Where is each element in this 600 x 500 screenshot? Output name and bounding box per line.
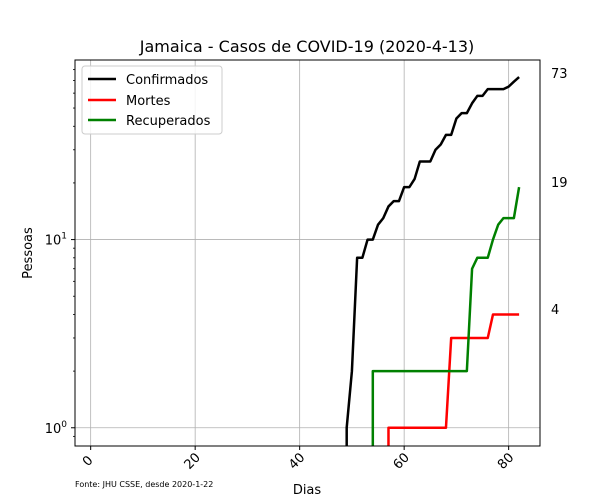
- source-note: Fonte: JHU CSSE, desde 2020-1-22: [75, 480, 213, 489]
- series-line-confirmados: [345, 76, 520, 446]
- series-lines: [345, 76, 521, 446]
- x-axis-label: Dias: [293, 483, 322, 498]
- series-line-recuperados: [371, 186, 521, 446]
- legend: Confirmados Mortes Recuperados: [81, 65, 223, 135]
- x-tick-label: 0: [80, 453, 96, 469]
- legend-label-confirmados: Confirmados: [126, 73, 208, 88]
- x-tick-label: 40: [286, 450, 308, 472]
- legend-label-recuperados: Recuperados: [126, 114, 211, 129]
- x-tick-label: 80: [495, 450, 517, 472]
- end-label-recuperados: 19: [551, 176, 568, 191]
- end-label-confirmados: 73: [551, 67, 568, 82]
- y-tick-label: 101: [45, 232, 67, 249]
- end-label-mortes: 4: [551, 303, 559, 318]
- x-tick-label: 60: [391, 450, 413, 472]
- legend-label-mortes: Mortes: [126, 94, 171, 109]
- legend-box: [81, 65, 223, 135]
- chart-title: Jamaica - Casos de COVID-19 (2020-4-13): [139, 37, 475, 56]
- series-line-mortes: [387, 313, 520, 446]
- plot-frame: [74, 59, 541, 447]
- y-axis-label: Pessoas: [21, 227, 36, 279]
- end-value-labels: 73 19 4: [551, 67, 568, 318]
- x-tick-label: 20: [182, 450, 204, 472]
- y-tick-label: 100: [45, 420, 68, 437]
